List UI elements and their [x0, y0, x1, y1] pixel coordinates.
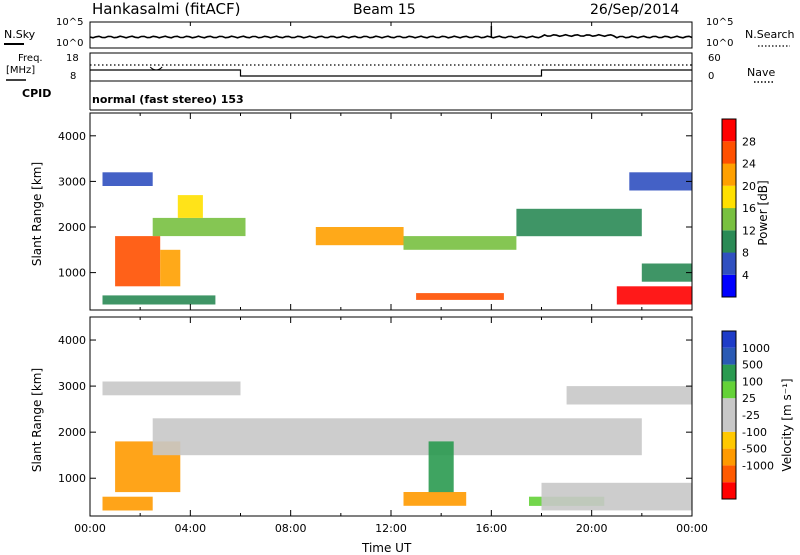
power-colorbar-swatch [722, 119, 736, 142]
power-echo-band [641, 263, 692, 282]
power-colorbar-tick: 8 [742, 247, 749, 260]
nave-label: Nave [747, 66, 776, 79]
time-tick-label: 20:00 [576, 522, 608, 535]
freq-label: Freq. [18, 53, 43, 64]
velocity-ytick-label: 1000 [58, 472, 86, 485]
power-echo-band [177, 195, 203, 218]
velocity-colorbar-swatch [722, 465, 736, 483]
velocity-colorbar-swatch [722, 381, 736, 399]
nsky-tick-low: 10^0 [56, 38, 84, 49]
velocity-colorbar-swatch [722, 415, 736, 432]
nsearch-tick-low: 10^0 [706, 38, 734, 49]
time-tick-label: 00:00 [74, 522, 106, 535]
power-echo-band [115, 236, 161, 287]
velocity-echo-band [566, 386, 692, 405]
power-ytick-label: 2000 [58, 221, 86, 234]
power-colorbar-swatch [722, 252, 736, 275]
power-echo-band [152, 217, 246, 237]
freq-tick-high: 18 [66, 53, 79, 64]
velocity-colorbar-tick: -100 [742, 426, 767, 439]
velocity-colorbar-swatch [722, 398, 736, 415]
nave-tick-low: 0 [708, 71, 715, 82]
velocity-colorbar-tick: -1000 [742, 459, 774, 472]
velocity-colorbar-swatch [722, 431, 736, 449]
freq-unit: [MHz] [6, 65, 36, 76]
time-tick-label: 12:00 [375, 522, 407, 535]
nsky-label: N.Sky [4, 28, 36, 41]
freq-tick-low: 8 [70, 71, 77, 82]
power-colorbar-tick: 20 [742, 180, 756, 193]
nsky-trace [89, 33, 693, 39]
velocity-colorbar-swatch [722, 448, 736, 466]
velocity-echo-band [541, 482, 692, 511]
power-colorbar-swatch [722, 185, 736, 209]
freq-trace [90, 69, 692, 77]
nsearch-tick-high: 10^5 [706, 17, 734, 28]
power-colorbar-swatch [722, 208, 736, 231]
beam-title: Beam 15 [353, 2, 416, 18]
velocity-ytick-label: 2000 [58, 426, 86, 439]
power-colorbar-tick: 16 [742, 202, 756, 215]
time-axis-label: Time UT [362, 541, 412, 555]
power-colorbar-tick: 4 [742, 269, 749, 282]
cpid-label: CPID [22, 87, 52, 100]
velocity-ytick-label: 4000 [58, 334, 86, 347]
power-colorbar-swatch [722, 141, 736, 164]
velocity-colorbar-swatch [722, 482, 736, 499]
power-echo-band [315, 227, 404, 246]
nave-tick-high: 60 [708, 53, 721, 64]
station-title: Hankasalmi (fitACF) [92, 0, 241, 18]
power-ytick-label: 3000 [58, 175, 86, 188]
power-colorbar-swatch [722, 230, 736, 253]
power-echo-band [629, 172, 692, 191]
velocity-colorbar-tick: 25 [742, 392, 756, 405]
power-colorbar-tick: 28 [742, 135, 756, 148]
time-tick-label: 00:00 [676, 522, 708, 535]
velocity-echo-band [428, 441, 454, 493]
velocity-echo-band [102, 496, 153, 511]
nsearch-label: N.Search [745, 28, 795, 41]
time-tick-label: 04:00 [174, 522, 206, 535]
nave-dip [149, 66, 163, 71]
power-echo-band [416, 293, 504, 300]
power-ytick-label: 1000 [58, 267, 86, 280]
power-echo-band [616, 286, 693, 305]
velocity-echo-band [102, 381, 241, 396]
velocity-colorbar-tick: -500 [742, 443, 767, 456]
power-echo-band [102, 172, 153, 186]
cpid-text: normal (fast stereo) 153 [92, 93, 244, 106]
time-tick-label: 08:00 [275, 522, 307, 535]
power-echo-band [102, 295, 216, 305]
freq-panel-frame [89, 52, 693, 82]
date-title: 26/Sep/2014 [590, 2, 680, 18]
power-colorbar-swatch [722, 163, 736, 186]
power-colorbar-tick: 24 [742, 158, 756, 171]
power-echo-band [403, 236, 517, 250]
velocity-echo-band [152, 418, 642, 456]
power-echo-band [516, 208, 642, 237]
power-colorbar-tick: 12 [742, 224, 756, 237]
velocity-colorbar-tick: 500 [742, 359, 763, 372]
velocity-colorbar-swatch [722, 364, 736, 382]
power-colorbar-swatch [722, 274, 736, 298]
time-tick-label: 16:00 [475, 522, 507, 535]
velocity-colorbar-tick: 1000 [742, 342, 770, 355]
velocity-echo-band [403, 492, 467, 506]
nsky-tick-high: 10^5 [56, 17, 84, 28]
velocity-colorbar-swatch [722, 347, 736, 365]
power-echo-band [160, 249, 181, 287]
velocity-colorbar-frame [721, 330, 737, 500]
velocity-colorbar-swatch [722, 331, 736, 348]
power-colorbar-frame [721, 118, 737, 298]
velocity-colorbar-tick: 100 [742, 375, 763, 388]
velocity-colorbar-tick: -25 [742, 409, 760, 422]
power-ytick-label: 4000 [58, 130, 86, 143]
velocity-ytick-label: 3000 [58, 380, 86, 393]
